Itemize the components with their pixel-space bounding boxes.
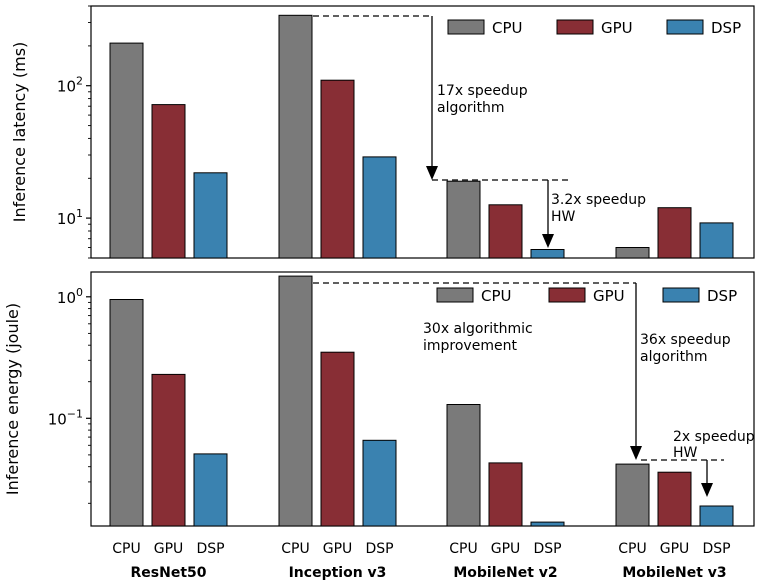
x-device-label-inception-v3-cpu: CPU [281,541,309,557]
energy-legend-gpu-swatch [548,287,586,303]
latency-legend-dsp-label: DSP [711,19,741,37]
x-device-label-mobilenet-v3-dsp: DSP [702,541,730,557]
latency-bar-mobilenet-v3-gpu [657,207,692,259]
energy-bar-mobilenet-v2-gpu [488,462,523,527]
latency-annotation-17x-sub: algorithm [437,100,505,116]
energy-bars [109,275,734,527]
energy-legend-cpu-swatch [436,287,474,303]
energy-algorithm-arrowhead [630,446,642,460]
x-device-label-inception-v3-dsp: DSP [365,541,393,557]
x-device-label-resnet50-gpu: GPU [154,541,184,557]
energy-bar-resnet50-gpu [151,373,186,527]
energy-annotation-2x-sub: HW [673,445,698,461]
energy-annotation-30x-sub: improvement [423,338,517,354]
latency-algorithm-arrowhead [426,166,438,180]
latency-legend-cpu-swatch [447,19,485,35]
energy-bar-resnet50-cpu [109,299,144,527]
latency-bar-mobilenet-v3-dsp [699,222,734,259]
x-category-label-inception-v3: Inception v3 [289,565,387,581]
x-device-label-resnet50-dsp: DSP [196,541,224,557]
x-device-label-resnet50-cpu: CPU [112,541,140,557]
energy-hw-arrowhead [701,483,713,497]
x-device-label-inception-v3-gpu: GPU [323,541,353,557]
latency-bar-mobilenet-v2-gpu [488,204,523,259]
energy-legend-dsp-label: DSP [707,287,737,305]
energy-annotation-36x-sub: algorithm [640,349,708,365]
latency-bar-resnet50-dsp [193,172,228,259]
x-axis-labels: CPU GPU DSP ResNet50 CPU GPU DSP Inception v3 CP… [112,541,730,581]
latency-bar-resnet50-cpu [109,42,144,259]
latency-bar-inception-v3-cpu [278,14,313,259]
energy-bar-mobilenet-v2-cpu [446,404,481,527]
latency-y-tick-label: 102 [57,75,83,96]
energy-annotation-2x: 2x speedup [673,429,755,445]
energy-plot-frame [90,271,755,527]
x-category-label-mobilenet-v3: MobileNet v3 [622,565,726,581]
latency-bars [109,14,734,259]
latency-annotation-3x-sub: HW [551,209,576,225]
energy-bar-mobilenet-v3-gpu [657,471,692,527]
energy-bar-inception-v3-gpu [320,351,355,527]
latency-legend: CPU GPU DSP [447,19,741,37]
latency-legend-dsp-swatch [666,19,704,35]
latency-annotation-3x: 3.2x speedup [551,192,646,208]
energy-legend-dsp-swatch [662,287,700,303]
latency-bar-inception-v3-dsp [362,156,397,259]
energy-bar-resnet50-dsp [193,453,228,527]
latency-hw-arrowhead [542,234,554,248]
latency-annotation-lines [313,15,568,234]
latency-legend-cpu-label: CPU [492,19,523,37]
latency-y-axis-label: Inference latency (ms) [10,42,29,223]
energy-annotation-lines [313,282,724,483]
energy-bar-inception-v3-dsp [362,439,397,527]
x-device-label-mobilenet-v3-cpu: CPU [618,541,646,557]
energy-annotation-36x: 36x speedup [640,332,731,348]
latency-bar-resnet50-gpu [151,104,186,259]
energy-legend-gpu-label: GPU [593,287,625,305]
latency-bar-inception-v3-gpu [320,79,355,259]
energy-y-ticks: 10−1 100 [48,286,91,504]
latency-bar-mobilenet-v2-cpu [446,180,481,259]
energy-y-axis-label: Inference energy (joule) [3,303,22,495]
latency-legend-gpu-label: GPU [601,19,633,37]
latency-bar-mobilenet-v3-cpu [615,247,650,259]
latency-plot-frame [90,5,755,259]
energy-y-tick-label: 100 [57,286,83,307]
latency-y-ticks: 101 102 [57,5,91,259]
x-device-label-mobilenet-v2-cpu: CPU [449,541,477,557]
x-device-label-mobilenet-v3-gpu: GPU [660,541,690,557]
latency-legend-gpu-swatch [556,19,594,35]
latency-annotation-17x: 17x speedup [437,83,528,99]
x-category-label-resnet50: ResNet50 [131,565,207,581]
energy-bar-mobilenet-v3-cpu [615,463,650,527]
energy-bar-inception-v3-cpu [278,275,313,527]
latency-bar-mobilenet-v2-dsp [530,249,565,259]
energy-bar-mobilenet-v2-dsp [530,521,565,527]
x-category-label-mobilenet-v2: MobileNet v2 [453,565,557,581]
x-device-label-mobilenet-v2-gpu: GPU [491,541,521,557]
energy-y-tick-label: 10−1 [48,407,83,428]
energy-annotation-30x: 30x algorithmic [423,321,533,337]
x-device-label-mobilenet-v2-dsp: DSP [533,541,561,557]
energy-legend-cpu-label: CPU [481,287,512,305]
energy-bar-mobilenet-v3-dsp [699,505,734,527]
energy-legend: CPU GPU DSP [436,287,737,305]
latency-y-tick-label: 101 [57,207,83,228]
